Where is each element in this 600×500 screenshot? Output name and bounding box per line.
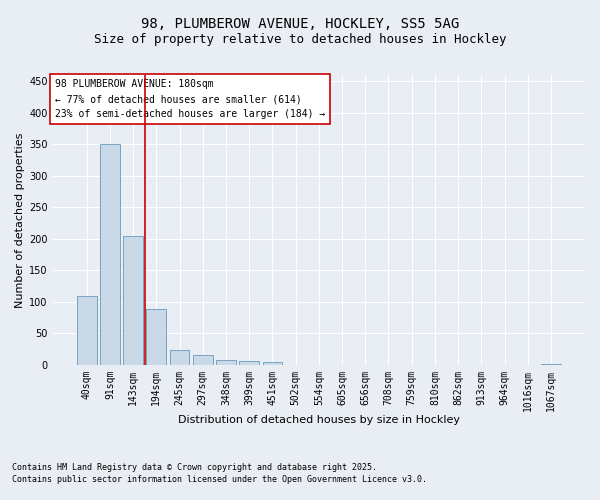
Text: Contains HM Land Registry data © Crown copyright and database right 2025.: Contains HM Land Registry data © Crown c… bbox=[12, 464, 377, 472]
Y-axis label: Number of detached properties: Number of detached properties bbox=[15, 132, 25, 308]
Bar bbox=[193, 356, 212, 365]
Bar bbox=[216, 360, 236, 365]
Text: 98 PLUMBEROW AVENUE: 180sqm
← 77% of detached houses are smaller (614)
23% of se: 98 PLUMBEROW AVENUE: 180sqm ← 77% of det… bbox=[55, 80, 326, 119]
Text: 98, PLUMBEROW AVENUE, HOCKLEY, SS5 5AG: 98, PLUMBEROW AVENUE, HOCKLEY, SS5 5AG bbox=[141, 18, 459, 32]
X-axis label: Distribution of detached houses by size in Hockley: Distribution of detached houses by size … bbox=[178, 415, 460, 425]
Bar bbox=[146, 310, 166, 365]
Bar bbox=[123, 236, 143, 365]
Bar bbox=[541, 364, 561, 365]
Bar bbox=[170, 350, 190, 365]
Bar bbox=[100, 144, 120, 365]
Text: Size of property relative to detached houses in Hockley: Size of property relative to detached ho… bbox=[94, 32, 506, 46]
Bar bbox=[263, 362, 282, 365]
Bar bbox=[77, 296, 97, 365]
Text: Contains public sector information licensed under the Open Government Licence v3: Contains public sector information licen… bbox=[12, 475, 427, 484]
Bar bbox=[239, 361, 259, 365]
